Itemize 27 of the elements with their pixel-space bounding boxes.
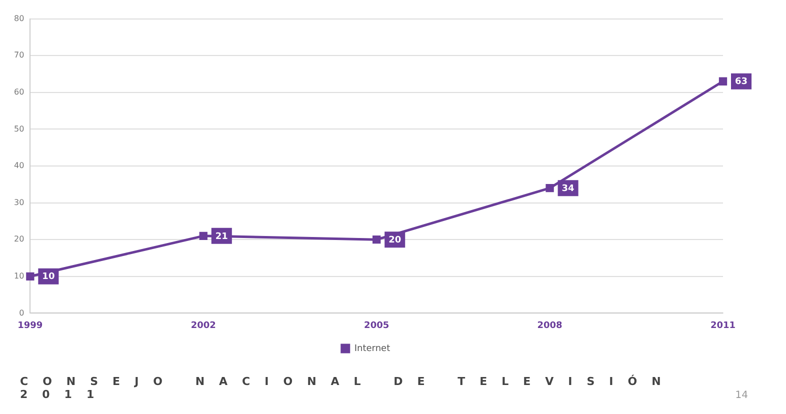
x-tick-label: 2005	[364, 320, 390, 331]
y-tick-label: 40	[14, 161, 24, 170]
text: CONSEJO NACIONAL DE TELEVISIÓN 2011	[20, 375, 676, 401]
y-tick-label: 70	[14, 50, 24, 60]
y-tick-label: 10	[14, 271, 24, 280]
point	[26, 272, 34, 280]
y-tick-label: 50	[14, 124, 24, 134]
y-tick-label: 60	[14, 87, 24, 96]
x-tick-label: 2002	[190, 320, 216, 331]
point	[372, 236, 381, 244]
text: 14	[735, 390, 748, 401]
data-label: 20	[388, 235, 402, 246]
data-label: 21	[215, 232, 228, 242]
point	[199, 232, 208, 240]
data-label: 63	[734, 77, 748, 88]
x-tick-label: 2011	[710, 320, 736, 331]
data-label: 34	[562, 184, 574, 194]
y-tick-label: 20	[14, 234, 24, 244]
x-tick-label: 2008	[537, 320, 562, 331]
point	[718, 77, 728, 86]
y-tick-label: 80	[14, 14, 24, 23]
point	[546, 184, 554, 192]
y-tick-label: 0	[19, 308, 24, 318]
y-tick-label: 30	[14, 198, 24, 207]
x-tick-label: 1999	[18, 320, 43, 331]
legend-label: Internet	[354, 344, 391, 354]
data-label: 10	[42, 272, 55, 282]
